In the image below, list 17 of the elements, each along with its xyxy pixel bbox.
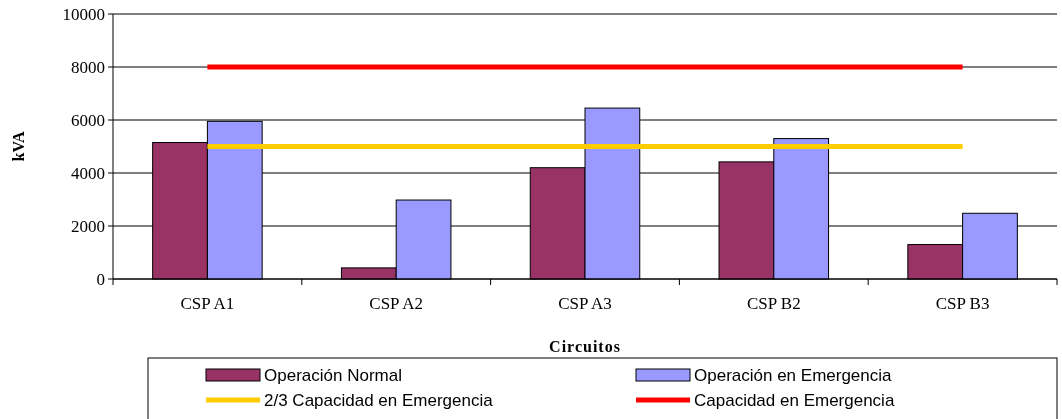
- legend-label: 2/3 Capacidad en Emergencia: [264, 390, 494, 410]
- x-tick-label: CSP A2: [369, 294, 424, 313]
- x-axis-title: Circuitos: [549, 338, 621, 355]
- x-tick-label: CSP A3: [558, 294, 612, 313]
- legend-label: Capacidad en Emergencia: [694, 390, 895, 410]
- y-tick-label: 4000: [71, 163, 105, 183]
- y-tick-label: 0: [96, 269, 105, 289]
- legend-label: Operación Normal: [264, 365, 402, 385]
- legend-label: Operación en Emergencia: [694, 365, 893, 385]
- x-tick-label: CSP A1: [180, 294, 235, 313]
- x-tick-label: CSP B3: [935, 294, 990, 313]
- y-tick-label: 8000: [71, 57, 105, 77]
- y-tick-label: 10000: [62, 4, 105, 24]
- y-axis-title: kVA: [10, 131, 27, 162]
- y-tick-label: 6000: [71, 110, 105, 130]
- y-tick-label: 2000: [71, 216, 105, 236]
- x-tick-label: CSP B2: [746, 294, 801, 313]
